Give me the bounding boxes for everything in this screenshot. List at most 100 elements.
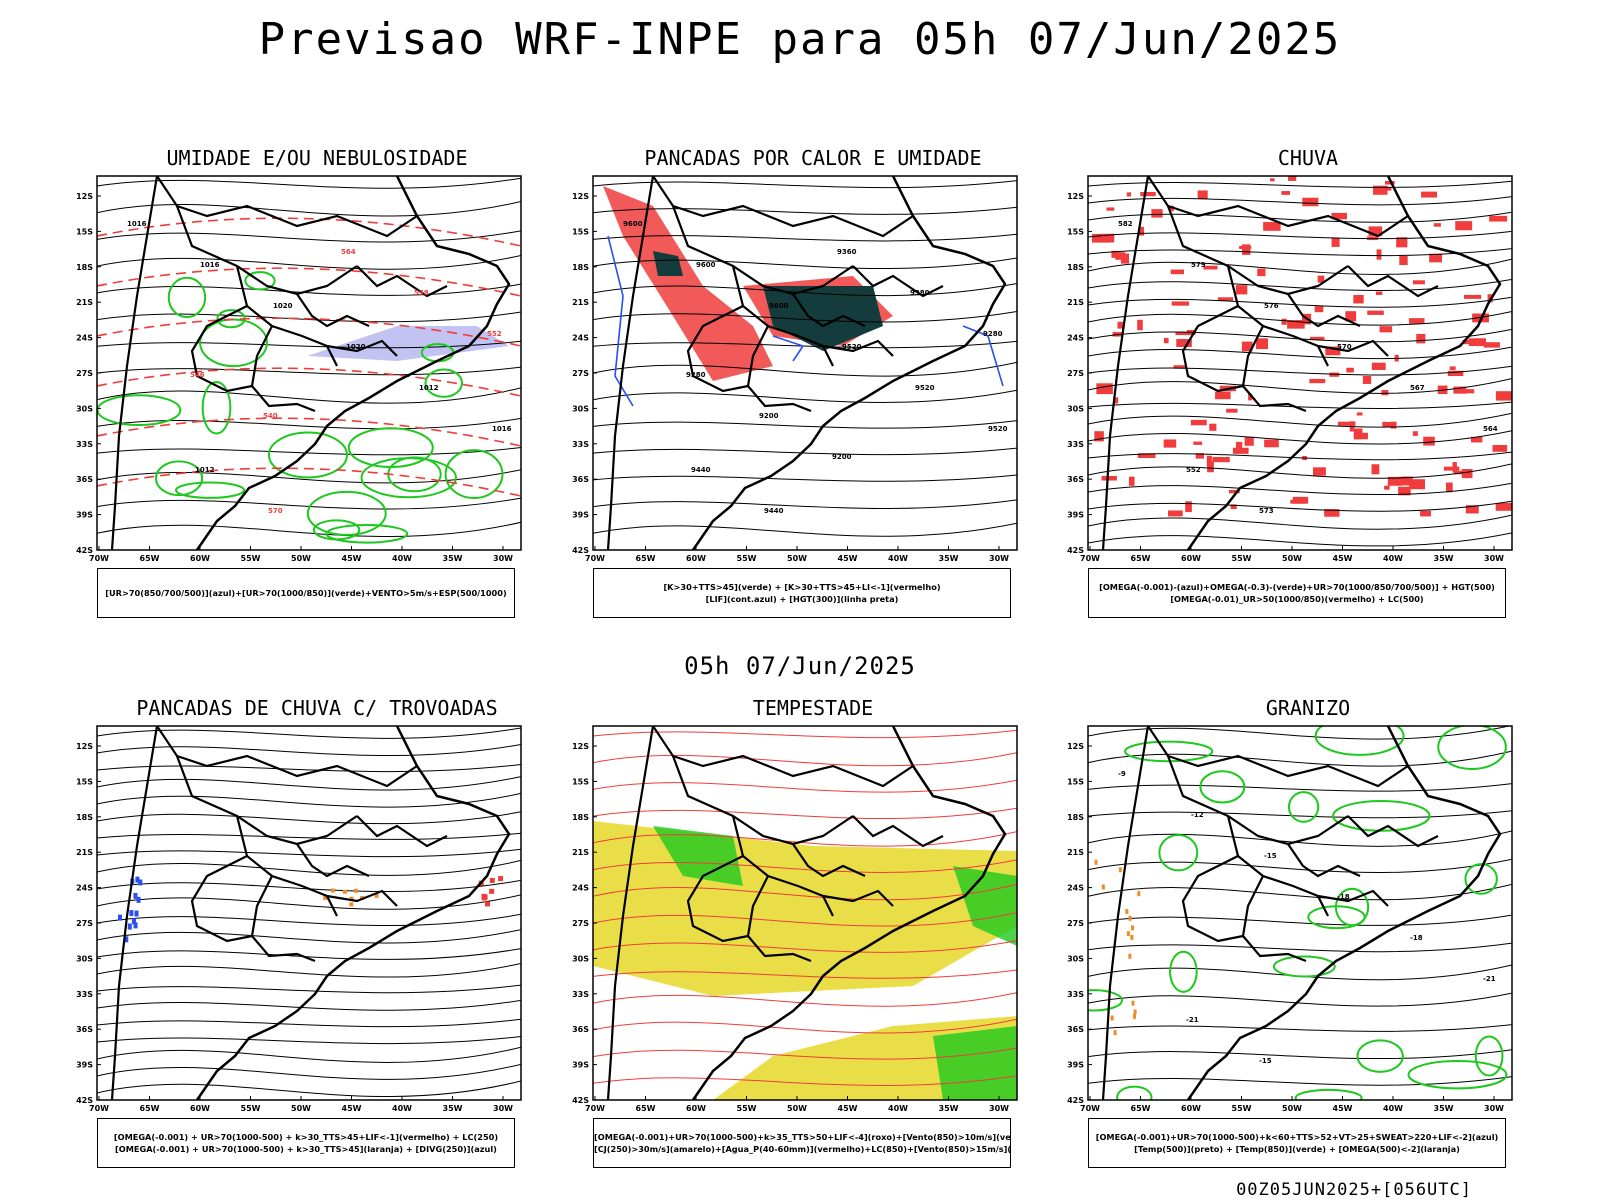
rain-cell bbox=[1373, 185, 1388, 195]
lon-tick-label: 45W bbox=[1333, 554, 1353, 563]
streamline bbox=[593, 912, 1017, 927]
lon-tick-label: 40W bbox=[1383, 554, 1403, 563]
lon-tick-label: 30W bbox=[1484, 554, 1504, 563]
rain-cell bbox=[1399, 256, 1408, 266]
humidity-contour bbox=[424, 368, 463, 398]
rain-cell bbox=[1447, 370, 1464, 377]
streamline bbox=[593, 1018, 1017, 1034]
isoline bbox=[1088, 726, 1512, 740]
country-border bbox=[731, 265, 834, 367]
storm-cell bbox=[323, 895, 328, 900]
isoline bbox=[1088, 750, 1512, 767]
lon-tick-label: 70W bbox=[585, 554, 605, 563]
isoline bbox=[593, 233, 1017, 242]
lon-tick-label: 65W bbox=[636, 1104, 656, 1113]
lat-tick-label: 27S bbox=[572, 369, 589, 378]
map-frame bbox=[1087, 725, 1513, 1101]
contour-label: 582 bbox=[1118, 220, 1133, 228]
rain-cell bbox=[1173, 365, 1186, 369]
divergence-cell bbox=[133, 892, 138, 899]
country-border bbox=[1166, 755, 1349, 846]
humidity-contour bbox=[1332, 799, 1431, 832]
divergence-cell bbox=[117, 914, 122, 921]
rain-cell bbox=[1468, 338, 1486, 347]
panel-title: UMIDADE E/OU NEBULOSIDADE bbox=[166, 146, 468, 170]
lon-tick-label: 55W bbox=[241, 1104, 261, 1113]
map-frame bbox=[96, 725, 522, 1101]
lat-tick-label: 33S bbox=[76, 440, 93, 449]
rain-cell bbox=[1140, 192, 1156, 197]
isoline bbox=[97, 447, 521, 456]
divergence-cell bbox=[135, 876, 140, 883]
lon-tick-label: 35W bbox=[443, 1104, 463, 1113]
rain-cell bbox=[1195, 453, 1204, 459]
lon-tick-label: 55W bbox=[1232, 554, 1252, 563]
hail-cell bbox=[1137, 891, 1141, 897]
humidity-contour bbox=[1294, 1088, 1363, 1100]
coastline bbox=[691, 176, 1007, 550]
lat-tick-label: 33S bbox=[572, 440, 589, 449]
streamline bbox=[97, 1036, 521, 1045]
rain-cell bbox=[1314, 306, 1324, 313]
lat-tick-label: 12S bbox=[76, 192, 93, 201]
country-border bbox=[235, 265, 338, 367]
contour-label: 570 bbox=[268, 507, 283, 515]
isoline bbox=[593, 340, 1017, 349]
contour-label: 1012 bbox=[419, 384, 439, 392]
lat-tick-label: 18S bbox=[76, 813, 93, 822]
lat-tick-label: 39S bbox=[572, 511, 589, 520]
isoline bbox=[1088, 1024, 1512, 1032]
rain-cell bbox=[1371, 464, 1380, 475]
storm-cell bbox=[349, 902, 354, 907]
lon-tick-label: 45W bbox=[1333, 1104, 1353, 1113]
weather-map: 9600 9600 9600 9520 9520 9520 9440 9440 9360 9380… bbox=[572, 175, 1018, 563]
country-border bbox=[326, 339, 398, 357]
storm-cell bbox=[353, 888, 358, 893]
streamline bbox=[97, 913, 521, 927]
rain-cell bbox=[1443, 466, 1460, 471]
panel-legend: [UR>70(850/700/500)](azul)+[UR>70(1000/8… bbox=[97, 568, 515, 618]
lif-contour bbox=[772, 335, 805, 362]
storm-cell bbox=[481, 895, 487, 901]
rain-cell bbox=[1113, 397, 1119, 404]
isoline bbox=[593, 522, 1017, 537]
rain-cell bbox=[1463, 294, 1482, 299]
isoline bbox=[97, 283, 521, 296]
lat-tick-label: 42S bbox=[572, 546, 589, 555]
rain-cell bbox=[1111, 250, 1120, 258]
lat-tick-label: 15S bbox=[76, 227, 93, 236]
divergence-cell bbox=[134, 910, 139, 917]
humidity-contour bbox=[201, 381, 232, 435]
hail-cell bbox=[1110, 1015, 1114, 1021]
rain-cell bbox=[1337, 421, 1356, 426]
lat-tick-label: 33S bbox=[76, 990, 93, 999]
rain-cell bbox=[1228, 489, 1240, 494]
country-border bbox=[1347, 265, 1439, 298]
streamline bbox=[97, 848, 521, 858]
country-border bbox=[852, 265, 944, 298]
rain-cell bbox=[1236, 441, 1243, 452]
lat-tick-label: 36S bbox=[76, 1025, 93, 1034]
streamline bbox=[593, 969, 1017, 979]
lat-tick-label: 21S bbox=[572, 848, 589, 857]
humidity-contour bbox=[1356, 1039, 1404, 1073]
rain-cell bbox=[1353, 295, 1364, 304]
lon-tick-label: 70W bbox=[1080, 554, 1100, 563]
lat-tick-label: 15S bbox=[76, 777, 93, 786]
coastline bbox=[691, 726, 1007, 1100]
lon-tick-label: 70W bbox=[89, 554, 109, 563]
streamline bbox=[1088, 196, 1512, 206]
rain-cell bbox=[1464, 389, 1475, 394]
rain-cell bbox=[1495, 391, 1512, 401]
country-border bbox=[1147, 726, 1409, 788]
hail-cell bbox=[1126, 931, 1130, 937]
contour-label: -15 bbox=[1264, 852, 1277, 860]
rain-cell bbox=[1170, 269, 1184, 275]
rain-cell bbox=[1209, 423, 1217, 431]
streamline bbox=[97, 811, 521, 825]
streamline bbox=[1088, 451, 1512, 461]
isoline bbox=[1088, 992, 1512, 1007]
streamline bbox=[1088, 412, 1512, 428]
isoline bbox=[97, 201, 521, 217]
country-border bbox=[686, 855, 749, 943]
